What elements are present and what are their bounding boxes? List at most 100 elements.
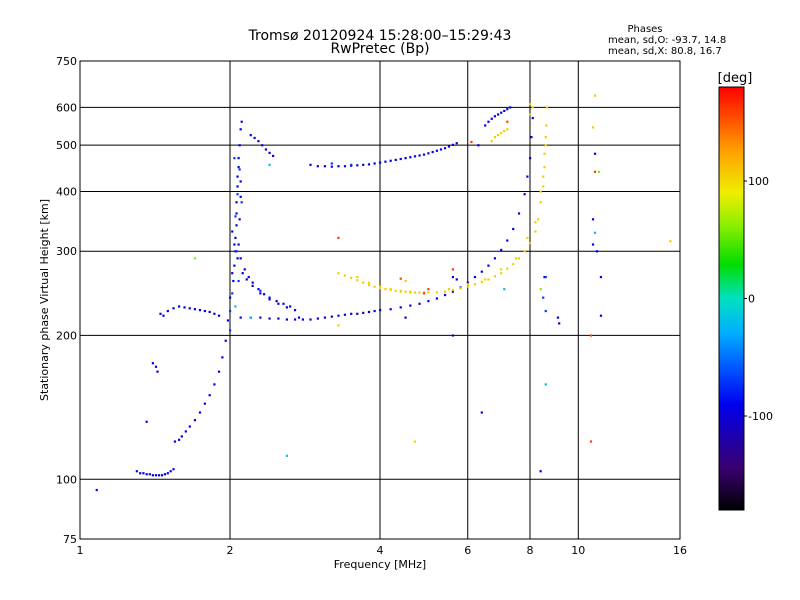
data-point (277, 302, 280, 305)
data-point (221, 356, 224, 359)
data-point (529, 113, 532, 116)
data-point (268, 298, 271, 301)
colorbar-ticks: 100 0 -100 (744, 175, 773, 423)
data-point (597, 170, 601, 173)
data-point (517, 212, 521, 215)
x-tick-label: 4 (377, 544, 384, 557)
data-point (503, 288, 506, 291)
data-point (198, 411, 202, 414)
data-point (237, 166, 240, 169)
data-point (362, 311, 365, 314)
data-point (539, 470, 542, 473)
data-point (330, 162, 333, 165)
data-point (337, 236, 340, 240)
data-point (591, 126, 595, 129)
data-point (506, 267, 509, 270)
x-tick-label: 16 (673, 544, 687, 557)
data-point (249, 316, 252, 319)
colorbar-gradient (718, 86, 745, 511)
data-point (443, 147, 447, 150)
data-point (589, 440, 593, 443)
data-point (337, 165, 340, 168)
data-point (148, 473, 151, 476)
data-point (506, 128, 509, 131)
data-point (409, 290, 412, 293)
data-point (409, 156, 412, 159)
data-point (169, 470, 172, 473)
data-point (367, 310, 371, 314)
data-point (384, 288, 387, 291)
data-point (193, 308, 197, 311)
data-point (526, 236, 529, 240)
data-point (236, 257, 239, 260)
y-tick-label: 300 (56, 245, 77, 258)
plot-frame (79, 60, 681, 540)
data-point (367, 283, 371, 287)
data-point (496, 113, 500, 116)
data-point (208, 310, 211, 314)
data-point (213, 312, 216, 315)
data-point (159, 312, 162, 315)
data-point (142, 472, 145, 475)
data-point (233, 243, 236, 246)
data-point (203, 402, 206, 405)
data-point (500, 132, 503, 135)
data-point (239, 316, 242, 319)
y-tick-label: 75 (63, 533, 77, 546)
colorbar-label: [deg] (718, 71, 753, 86)
data-point (259, 316, 262, 319)
data-point (493, 136, 497, 139)
data-point (512, 227, 515, 231)
data-point (330, 315, 333, 318)
data-point (470, 140, 473, 144)
data-point (166, 309, 169, 313)
data-point (213, 383, 216, 386)
stats-line-o: mean, sd,O: -93.7, 14.8 (608, 35, 726, 46)
x-tick-label: 10 (571, 544, 585, 557)
data-point (343, 274, 347, 277)
data-point (545, 106, 549, 109)
y-tick-label: 200 (56, 329, 77, 342)
data-point (404, 279, 407, 283)
data-point (427, 300, 430, 303)
data-point (473, 275, 477, 279)
y-tick-label: 600 (56, 101, 77, 114)
x-axis-label: Frequency [MHz] (334, 558, 426, 571)
data-point (515, 257, 518, 260)
data-point (373, 162, 376, 165)
data-point (418, 154, 421, 157)
data-point (316, 165, 319, 168)
data-point (427, 288, 430, 291)
data-point (239, 195, 242, 198)
data-point (235, 250, 238, 253)
data-point (431, 150, 434, 154)
x-tick-label: 2 (227, 544, 234, 557)
data-point (237, 243, 240, 246)
chart-subtitle: RwPretec (Bp) (330, 41, 429, 57)
data-point (493, 115, 497, 118)
x-tick-label: 1 (77, 544, 84, 557)
colorbar-tick-label: 0 (748, 293, 755, 306)
data-point (172, 307, 175, 310)
colorbar-tick-label: -100 (748, 410, 773, 423)
data-point (356, 312, 359, 315)
data-point (373, 285, 376, 288)
data-point (544, 383, 547, 386)
data-point (285, 306, 288, 309)
data-point (595, 250, 599, 253)
data-point (500, 268, 503, 271)
data-point (531, 106, 534, 109)
data-point (337, 272, 340, 275)
data-point (235, 224, 238, 227)
data-point (239, 128, 242, 131)
data-point (490, 117, 493, 120)
data-point (435, 291, 438, 294)
data-point (243, 268, 246, 271)
data-point (337, 314, 340, 317)
data-point (443, 290, 447, 293)
data-point (356, 164, 359, 167)
data-point (166, 472, 169, 475)
data-point (447, 145, 451, 148)
data-point (487, 264, 490, 267)
